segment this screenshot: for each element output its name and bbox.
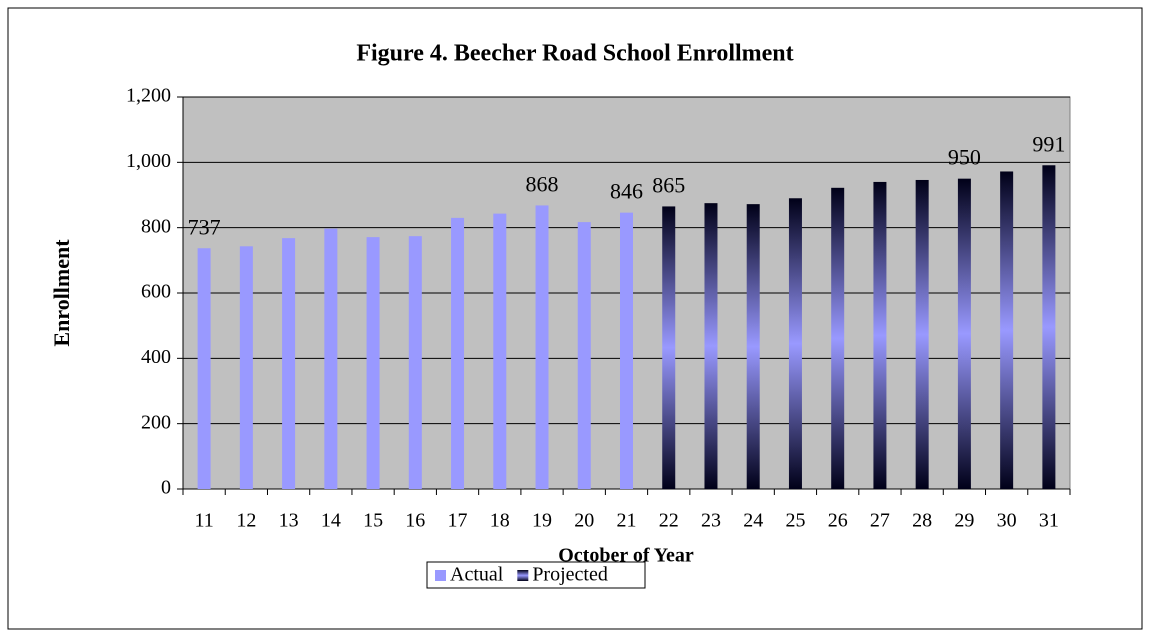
bar	[915, 179, 929, 489]
x-tick-label: 24	[743, 510, 763, 532]
x-tick-label: 29	[954, 510, 974, 532]
y-tick-label: 200	[141, 411, 171, 433]
y-tick-label: 1,000	[126, 150, 171, 172]
x-tick-label: 15	[363, 510, 383, 532]
bar	[957, 178, 971, 489]
bar	[873, 181, 887, 489]
bar	[366, 237, 380, 489]
y-tick-label: 1,200	[126, 85, 171, 107]
x-axis-title: October of Year	[558, 545, 694, 567]
bar	[282, 238, 296, 489]
chart-title: Figure 4. Beecher Road School Enrollment	[356, 41, 793, 67]
x-tick-label: 26	[828, 510, 848, 532]
x-tick-label: 25	[785, 510, 805, 532]
legend-swatch	[435, 570, 446, 581]
x-tick-label: 23	[701, 510, 721, 532]
x-tick-label: 22	[659, 510, 679, 532]
legend-label: Actual	[450, 564, 504, 586]
bar	[704, 203, 718, 489]
bar	[831, 187, 845, 489]
y-tick-label: 400	[141, 346, 171, 368]
bar	[324, 228, 338, 489]
bar	[493, 213, 507, 489]
bar	[197, 248, 211, 489]
bar	[1000, 171, 1014, 490]
bar	[451, 217, 465, 489]
x-tick-label: 31	[1039, 510, 1059, 532]
x-tick-label: 17	[448, 510, 468, 532]
bar	[620, 212, 633, 489]
x-tick-label: 21	[617, 510, 637, 532]
bar	[1042, 165, 1056, 490]
data-label: 991	[1032, 131, 1065, 156]
x-tick-label: 14	[321, 510, 341, 532]
x-tick-label: 30	[997, 510, 1017, 532]
data-label: 868	[526, 172, 559, 197]
data-label: 737	[188, 214, 221, 239]
x-tick-label: 12	[236, 510, 256, 532]
bar	[408, 236, 422, 489]
x-tick-label: 16	[405, 510, 425, 532]
y-tick-label: 0	[161, 477, 171, 499]
bar	[662, 206, 676, 489]
legend-swatch	[517, 570, 529, 581]
y-tick-label: 800	[141, 215, 171, 237]
bar	[746, 204, 760, 489]
legend-label: Projected	[532, 564, 608, 586]
x-tick-label: 28	[912, 510, 932, 532]
x-tick-label: 20	[574, 510, 594, 532]
y-axis-title: Enrollment	[49, 239, 74, 347]
y-tick-label: 600	[141, 281, 171, 303]
legend-box	[426, 561, 646, 589]
data-label: 846	[610, 179, 643, 204]
bar	[535, 205, 549, 489]
bar	[577, 222, 591, 489]
data-label: 865	[652, 172, 685, 197]
bar	[788, 198, 802, 489]
bar	[239, 246, 253, 489]
x-tick-label: 27	[870, 510, 890, 532]
x-tick-label: 19	[532, 510, 552, 532]
x-tick-label: 18	[490, 510, 510, 532]
x-tick-label: 11	[194, 510, 213, 532]
x-tick-label: 13	[279, 510, 299, 532]
data-label: 950	[948, 145, 981, 170]
